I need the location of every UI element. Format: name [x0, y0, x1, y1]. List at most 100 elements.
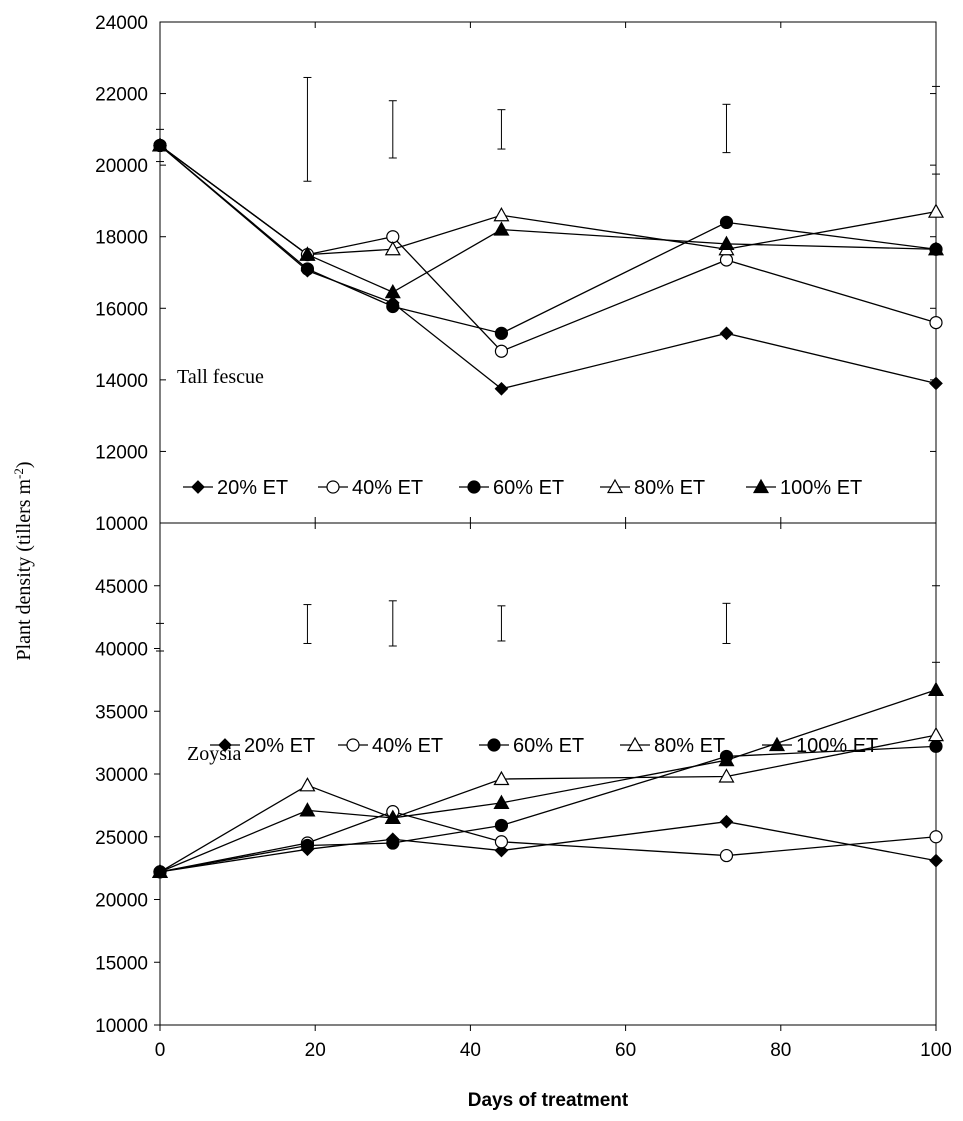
legend-item-4: 80% ET — [620, 735, 725, 757]
legend-label: 20% ET — [217, 477, 288, 499]
data-point-series-5 — [299, 246, 316, 261]
legend-marker — [346, 738, 360, 752]
data-point-series-4 — [493, 207, 510, 222]
data-point-series-1 — [929, 376, 943, 391]
data-point-series-5 — [493, 794, 510, 809]
legend-item-3: 60% ET — [459, 477, 564, 499]
legend-item-2: 40% ET — [318, 477, 423, 499]
legend-marker — [626, 736, 644, 752]
panel-label: Tall fescue — [177, 366, 264, 388]
legend-marker — [487, 738, 501, 752]
error-bar — [932, 85, 940, 175]
legend: 20% ET 40% ET 60% ET 80% ET 100% ET — [183, 477, 862, 499]
y-tick-label: 30000 — [95, 765, 148, 786]
data-point-series-5 — [927, 681, 945, 697]
x-tick-label: 0 — [155, 1040, 166, 1061]
y-tick-label: 45000 — [95, 577, 148, 598]
y-tick-label: 15000 — [95, 953, 148, 974]
y-axis-title-close: ) — [13, 461, 35, 468]
y-tick-label: 22000 — [95, 85, 148, 106]
legend-label: 100% ET — [796, 735, 878, 757]
data-point-series-5 — [151, 863, 169, 878]
data-point-series-3 — [300, 262, 315, 276]
legend-marker — [752, 478, 770, 494]
series-line-5 — [159, 144, 937, 293]
series-line-5 — [159, 689, 937, 873]
error-bar — [932, 585, 940, 663]
y-tick-label: 20000 — [95, 891, 148, 912]
data-point-series-5 — [718, 235, 735, 250]
x-tick-label: 20 — [305, 1040, 326, 1061]
legend-marker — [467, 480, 481, 494]
error-bar — [303, 604, 312, 644]
error-bar — [388, 100, 397, 159]
data-point-series-2 — [719, 848, 734, 863]
data-point-series-5 — [718, 751, 735, 767]
data-point-series-2 — [929, 830, 943, 844]
data-point-series-3 — [494, 818, 509, 833]
legend-label: 80% ET — [634, 477, 705, 499]
data-point-series-5 — [384, 283, 401, 299]
error-bar — [722, 103, 731, 154]
data-point-series-1 — [719, 326, 734, 341]
x-tick-label: 40 — [460, 1040, 481, 1061]
x-tick-label: 100 — [920, 1040, 952, 1061]
legend-label: 40% ET — [352, 477, 423, 499]
y-tick-label: 12000 — [95, 442, 148, 463]
series-line-1 — [159, 144, 937, 390]
panel-zoysia: 10000 15000 20000 25000 30000 35000 40000 45000… — [95, 522, 952, 1061]
error-bar — [388, 600, 397, 647]
y-axis-title-sup: -2 — [11, 468, 26, 479]
series-line-3 — [159, 745, 937, 873]
x-tick-label: 60 — [615, 1040, 636, 1061]
legend-marker — [326, 480, 340, 494]
data-point-series-2 — [929, 316, 943, 330]
x-tick-label: 80 — [770, 1040, 791, 1061]
legend-item-2: 40% ET — [338, 735, 443, 757]
y-tick-label: 35000 — [95, 702, 148, 723]
legend-item-4: 80% ET — [600, 477, 705, 499]
legend-label: 40% ET — [372, 735, 443, 757]
error-bar — [156, 622, 164, 652]
data-point-series-4 — [493, 770, 510, 786]
data-point-series-4 — [718, 768, 735, 783]
error-bar — [497, 109, 506, 150]
series-line-3 — [159, 144, 937, 335]
data-point-series-2 — [719, 253, 734, 267]
data-point-series-2 — [494, 835, 509, 849]
error-bar — [303, 76, 312, 182]
y-tick-label: 14000 — [95, 371, 148, 392]
legend-item-1: 20% ET — [183, 477, 288, 499]
y-tick-label: 24000 — [95, 13, 148, 34]
data-point-series-4 — [927, 203, 945, 218]
data-point-series-5 — [299, 802, 316, 817]
data-point-series-3 — [386, 836, 400, 850]
data-point-series-1 — [929, 853, 943, 868]
legend-marker — [191, 480, 205, 494]
y-tick-label: 10000 — [95, 1016, 148, 1037]
data-point-series-5 — [493, 221, 510, 236]
y-tick-label: 25000 — [95, 828, 148, 849]
series-line-2 — [159, 144, 937, 352]
legend-item-5: 100% ET — [746, 477, 862, 499]
legend-marker — [606, 478, 624, 494]
legend-label: 100% ET — [780, 477, 862, 499]
y-tick-label: 16000 — [95, 299, 148, 320]
y-tick-label: 20000 — [95, 156, 148, 177]
legend-marker — [768, 736, 786, 752]
data-point-series-5 — [151, 137, 169, 152]
legend-item-1: 20% ET — [210, 735, 315, 757]
data-point-series-3 — [929, 739, 943, 753]
series-line-4 — [159, 734, 937, 873]
plot-frame — [159, 21, 937, 524]
panel-label: Zoysia — [187, 743, 242, 765]
legend: 20% ET 40% ET 60% ET 80% ET 100% ET — [210, 735, 878, 757]
x-axis-title: Days of treatment — [468, 1090, 629, 1111]
data-point-series-4 — [384, 241, 401, 256]
data-point-series-1 — [494, 381, 509, 396]
data-point-series-1 — [719, 814, 734, 829]
data-point-series-4 — [299, 777, 316, 792]
error-bar — [722, 602, 731, 644]
series-line-2 — [159, 810, 937, 873]
